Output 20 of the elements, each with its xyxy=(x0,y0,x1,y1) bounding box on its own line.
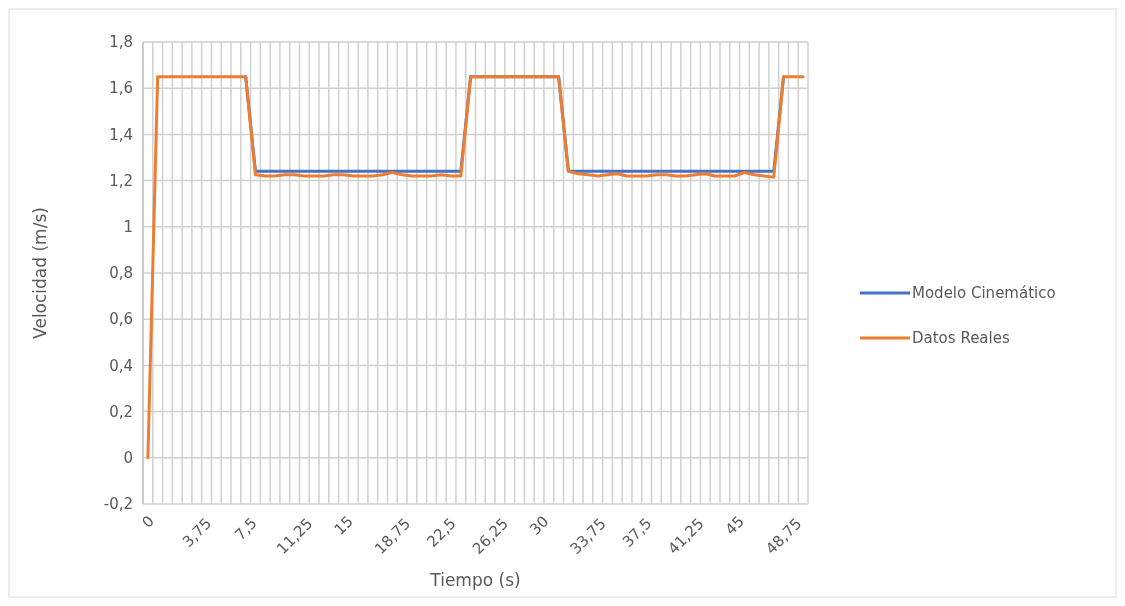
y-tick-label: 1,4 xyxy=(109,125,133,144)
y-tick-label: 0,8 xyxy=(109,264,133,283)
x-tick-label: 30 xyxy=(526,512,553,539)
x-tick-label: 45 xyxy=(721,512,748,539)
y-tick-label: 1,6 xyxy=(109,79,133,98)
legend-label: Modelo Cinemático xyxy=(912,284,1056,303)
y-tick-label: 1,2 xyxy=(109,171,133,190)
y-tick-label: -0,2 xyxy=(103,495,133,514)
x-tick-label: 7,5 xyxy=(231,514,261,544)
y-tick-label: 0 xyxy=(123,449,133,468)
y-tick-label: 0,4 xyxy=(109,356,133,375)
y-tick-label: 0,2 xyxy=(109,402,133,421)
y-tick-label: 0,6 xyxy=(109,310,133,329)
y-tick-label: 1 xyxy=(123,218,133,237)
x-tick-label: 15 xyxy=(330,512,357,539)
y-tick-label: 1,8 xyxy=(109,33,133,52)
y-axis-title: Velocidad (m/s) xyxy=(30,207,50,339)
x-tick-label: 0 xyxy=(138,512,158,532)
x-axis-title: Tiempo (s) xyxy=(429,570,521,590)
legend-label: Datos Reales xyxy=(912,329,1010,348)
